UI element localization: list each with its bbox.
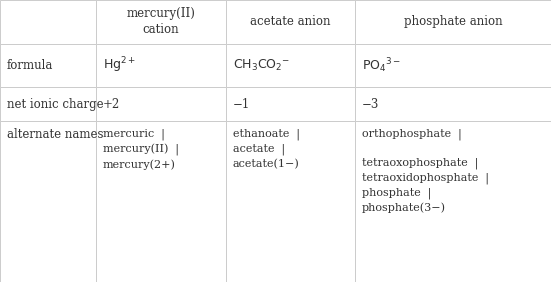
Text: $\mathrm{CH_3CO_2}^{-}$: $\mathrm{CH_3CO_2}^{-}$: [233, 58, 290, 73]
Text: ethanoate  |
acetate  |
acetate(1−): ethanoate | acetate | acetate(1−): [233, 128, 300, 169]
Text: −3: −3: [362, 98, 380, 111]
Bar: [0, 0, 96, 44]
Bar: [355, 44, 551, 87]
Bar: [226, 0, 355, 44]
Bar: [226, 121, 355, 282]
Text: alternate names: alternate names: [7, 128, 103, 141]
Text: mercuric  |
mercury(II)  |
mercury(2+): mercuric | mercury(II) | mercury(2+): [103, 128, 179, 170]
Bar: [0, 44, 96, 87]
Bar: [355, 0, 551, 44]
Bar: [355, 87, 551, 121]
Text: $\mathrm{Hg}^{2+}$: $\mathrm{Hg}^{2+}$: [103, 56, 136, 75]
Text: mercury(II)
cation: mercury(II) cation: [127, 7, 196, 36]
Text: acetate anion: acetate anion: [250, 15, 331, 28]
Text: formula: formula: [7, 59, 53, 72]
Bar: [96, 44, 226, 87]
Bar: [96, 0, 226, 44]
Bar: [96, 87, 226, 121]
Bar: [226, 44, 355, 87]
Bar: [226, 87, 355, 121]
Text: orthophosphate  |

tetraoxophosphate  |
tetraoxidophosphate  |
phosphate  |
phos: orthophosphate | tetraoxophosphate | tet…: [362, 128, 489, 213]
Text: −1: −1: [233, 98, 250, 111]
Bar: [0, 87, 96, 121]
Text: phosphate anion: phosphate anion: [404, 15, 503, 28]
Bar: [96, 121, 226, 282]
Text: +2: +2: [103, 98, 120, 111]
Bar: [0, 121, 96, 282]
Text: net ionic charge: net ionic charge: [7, 98, 103, 111]
Bar: [355, 121, 551, 282]
Text: $\mathrm{PO_4}^{3-}$: $\mathrm{PO_4}^{3-}$: [362, 56, 401, 75]
